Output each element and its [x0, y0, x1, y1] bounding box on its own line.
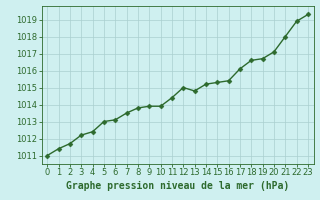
X-axis label: Graphe pression niveau de la mer (hPa): Graphe pression niveau de la mer (hPa) — [66, 181, 289, 191]
